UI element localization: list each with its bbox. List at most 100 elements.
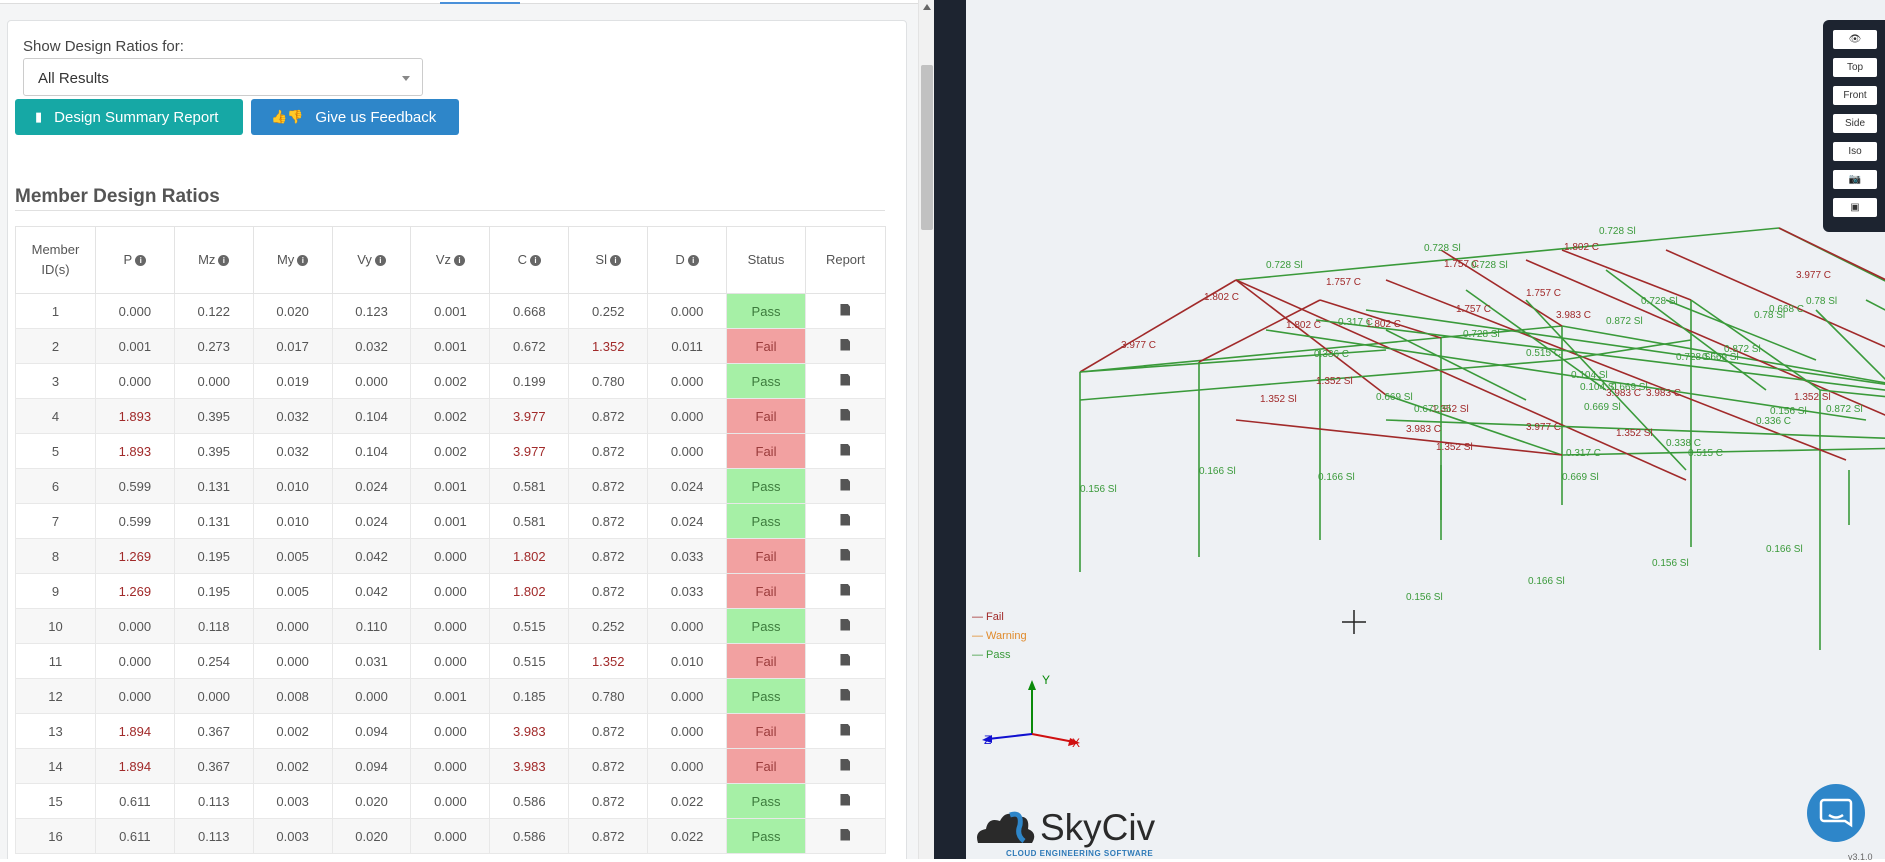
col-member-ids[interactable]: Member ID(s) bbox=[15, 226, 96, 294]
col-my[interactable]: My i bbox=[252, 226, 333, 294]
structure-member[interactable] bbox=[1778, 227, 1885, 442]
structure-member[interactable] bbox=[1525, 299, 1687, 471]
structure-member[interactable] bbox=[1561, 442, 1885, 456]
document-icon[interactable] bbox=[840, 583, 851, 596]
structure-member[interactable] bbox=[1319, 299, 1442, 339]
cube-icon[interactable]: ▣ bbox=[1833, 198, 1877, 217]
structure-member[interactable] bbox=[1690, 299, 1821, 391]
table-row[interactable]: 14 1.894 0.367 0.002 0.094 0.000 3.983 0.872 0.0… bbox=[15, 748, 887, 784]
structure-member[interactable] bbox=[1235, 279, 1687, 481]
report-cell[interactable] bbox=[804, 783, 887, 819]
table-row[interactable]: 3 0.000 0.000 0.019 0.000 0.002 0.199 0.780 0.00… bbox=[15, 363, 887, 399]
chat-support-button[interactable] bbox=[1807, 784, 1865, 842]
table-row[interactable]: 12 0.000 0.000 0.008 0.000 0.001 0.185 0.780 0.0… bbox=[15, 678, 887, 714]
document-icon[interactable] bbox=[840, 478, 851, 491]
table-row[interactable]: 9 1.269 0.195 0.005 0.042 0.000 1.802 0.872 0.03… bbox=[15, 573, 887, 609]
camera-icon[interactable]: 📷 bbox=[1833, 170, 1877, 189]
structure-member[interactable] bbox=[1665, 249, 1885, 440]
report-cell[interactable] bbox=[804, 293, 887, 329]
report-cell[interactable] bbox=[804, 713, 887, 749]
table-row[interactable]: 7 0.599 0.131 0.010 0.024 0.001 0.581 0.872 0.02… bbox=[15, 503, 887, 539]
view-top-button[interactable]: Top bbox=[1833, 58, 1877, 77]
structure-member[interactable] bbox=[1365, 309, 1885, 410]
scroll-up-icon[interactable] bbox=[923, 4, 931, 10]
document-icon[interactable] bbox=[840, 443, 851, 456]
table-row[interactable]: 5 1.893 0.395 0.032 0.104 0.002 3.977 0.872 0.00… bbox=[15, 433, 887, 469]
report-cell[interactable] bbox=[804, 643, 887, 679]
report-cell[interactable] bbox=[804, 818, 887, 854]
table-row[interactable]: 1 0.000 0.122 0.020 0.123 0.001 0.668 0.252 0.00… bbox=[15, 293, 887, 329]
structure-member[interactable] bbox=[1235, 419, 1563, 456]
structure-member[interactable] bbox=[1079, 325, 1563, 373]
table-row[interactable]: 15 0.611 0.113 0.003 0.020 0.000 0.586 0.872 0.0… bbox=[15, 783, 887, 819]
structure-member[interactable] bbox=[1265, 329, 1867, 421]
structure-model-svg[interactable]: 1.802 C 1.757 C 1.757 C 1.802 C 1.802 C 1.757… bbox=[966, 0, 1885, 859]
table-row[interactable]: 16 0.611 0.113 0.003 0.020 0.000 0.586 0.872 0.0… bbox=[15, 818, 887, 854]
report-cell[interactable] bbox=[804, 538, 887, 574]
col-vy[interactable]: Vy i bbox=[331, 226, 412, 294]
report-cell[interactable] bbox=[804, 573, 887, 609]
table-row[interactable]: 4 1.893 0.395 0.032 0.104 0.002 3.977 0.872 0.00… bbox=[15, 398, 887, 434]
table-row[interactable]: 10 0.000 0.118 0.000 0.110 0.000 0.515 0.252 0.0… bbox=[15, 608, 887, 644]
col-report[interactable]: Report bbox=[804, 226, 887, 294]
3d-model-viewport[interactable]: 1.802 C 1.757 C 1.757 C 1.802 C 1.802 C 1.757… bbox=[966, 0, 1885, 859]
report-cell[interactable] bbox=[804, 608, 887, 644]
view-front-button[interactable]: Front bbox=[1833, 86, 1877, 105]
structure-member[interactable] bbox=[1561, 249, 1692, 301]
visibility-eye-button[interactable]: 👁 bbox=[1833, 30, 1877, 49]
document-icon[interactable] bbox=[840, 688, 851, 701]
document-icon[interactable] bbox=[840, 828, 851, 841]
document-icon[interactable] bbox=[840, 793, 851, 806]
table-row[interactable]: 13 1.894 0.367 0.002 0.094 0.000 3.983 0.872 0.0… bbox=[15, 713, 887, 749]
structure-member[interactable] bbox=[1385, 279, 1847, 461]
structure-member[interactable] bbox=[1865, 299, 1885, 420]
results-scrollbar[interactable] bbox=[918, 0, 934, 859]
view-iso-button[interactable]: Iso bbox=[1833, 142, 1877, 161]
info-icon[interactable]: i bbox=[297, 255, 309, 266]
document-icon[interactable] bbox=[840, 513, 851, 526]
structure-member[interactable] bbox=[1385, 394, 1563, 456]
info-icon[interactable]: i bbox=[687, 255, 699, 266]
table-row[interactable]: 6 0.599 0.131 0.010 0.024 0.001 0.581 0.872 0.02… bbox=[15, 468, 887, 504]
structure-member[interactable] bbox=[1315, 319, 1885, 400]
structure-member[interactable] bbox=[1561, 325, 1885, 420]
document-icon[interactable] bbox=[840, 723, 851, 736]
col-sl[interactable]: Sl i bbox=[568, 226, 649, 294]
view-side-button[interactable]: Side bbox=[1833, 114, 1877, 133]
info-icon[interactable]: i bbox=[454, 255, 466, 266]
scroll-thumb[interactable] bbox=[921, 65, 933, 230]
structure-member[interactable] bbox=[1385, 329, 1527, 401]
structure-member[interactable] bbox=[1525, 259, 1885, 450]
design-summary-report-button[interactable]: ▮ Design Summary Report bbox=[15, 99, 243, 135]
report-cell[interactable] bbox=[804, 398, 887, 434]
info-icon[interactable]: i bbox=[530, 255, 542, 266]
col-status[interactable]: Status bbox=[726, 226, 806, 294]
structure-member[interactable] bbox=[1319, 369, 1442, 381]
structure-member[interactable] bbox=[1778, 227, 1885, 440]
document-icon[interactable] bbox=[840, 408, 851, 421]
report-cell[interactable] bbox=[804, 433, 887, 469]
structure-member[interactable] bbox=[1465, 289, 1607, 391]
document-icon[interactable] bbox=[840, 373, 851, 386]
structure-member[interactable] bbox=[1198, 299, 1321, 363]
document-icon[interactable] bbox=[840, 548, 851, 561]
results-filter-select[interactable]: All Results bbox=[23, 58, 423, 96]
document-icon[interactable] bbox=[840, 653, 851, 666]
report-cell[interactable] bbox=[804, 363, 887, 399]
info-icon[interactable]: i bbox=[135, 255, 147, 266]
panel-divider[interactable] bbox=[934, 0, 966, 859]
report-cell[interactable] bbox=[804, 678, 887, 714]
structure-member[interactable] bbox=[1079, 389, 1200, 401]
document-icon[interactable] bbox=[840, 618, 851, 631]
info-icon[interactable]: i bbox=[609, 255, 621, 266]
table-row[interactable]: 2 0.001 0.273 0.017 0.032 0.001 0.672 1.352 0.01… bbox=[15, 328, 887, 364]
structure-member[interactable] bbox=[1385, 419, 1885, 450]
report-cell[interactable] bbox=[804, 503, 887, 539]
structure-member[interactable] bbox=[1561, 339, 1692, 361]
col-mz[interactable]: Mz i bbox=[173, 226, 254, 294]
structure-member[interactable] bbox=[1079, 349, 1387, 373]
structure-member[interactable] bbox=[1815, 309, 1885, 460]
